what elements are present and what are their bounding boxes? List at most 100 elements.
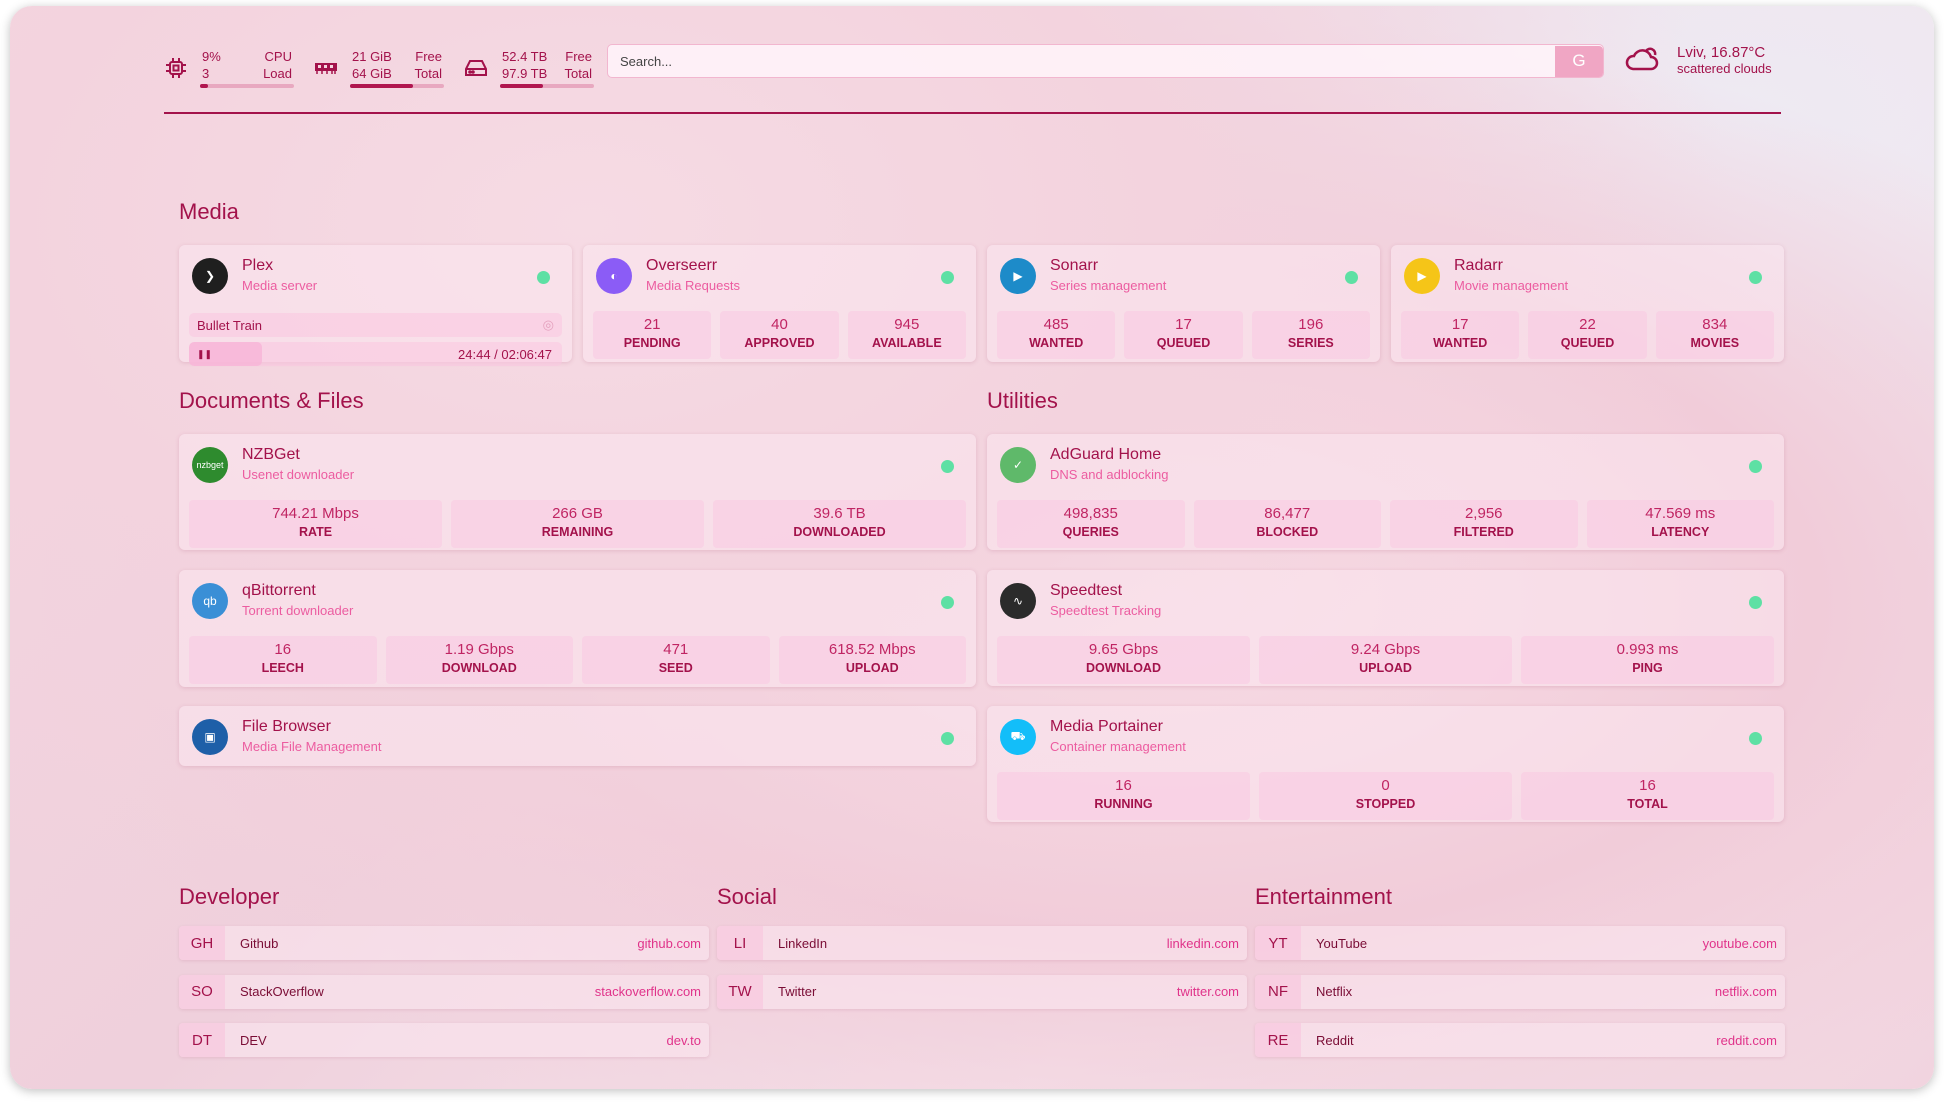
- memory-bar: [350, 84, 444, 88]
- bookmark-name: LinkedIn: [778, 935, 828, 951]
- stat-tile: 17 QUEUED: [1124, 311, 1243, 359]
- stat-tile: 17 WANTED: [1401, 311, 1520, 359]
- section-utilities: Utilities: [987, 388, 1058, 413]
- bookmark-name: DEV: [240, 1032, 267, 1048]
- service-name[interactable]: Media Portainer: [1050, 718, 1163, 735]
- service-card[interactable]: ∿ Speedtest Speedtest Tracking 9.65 Gbps DOW…: [987, 570, 1784, 686]
- service-logo-icon: qb: [192, 583, 228, 619]
- service-name[interactable]: qBittorrent: [242, 582, 316, 599]
- service-name[interactable]: AdGuard Home: [1050, 446, 1162, 463]
- bookmark-abbr: SO: [179, 974, 225, 1009]
- service-name[interactable]: Sonarr: [1050, 257, 1099, 274]
- bookmark-abbr: LI: [717, 926, 763, 960]
- stat-label: LEECH: [261, 661, 304, 675]
- bar-fill: [500, 84, 544, 88]
- bookmark-link[interactable]: TW Twitter twitter.com: [717, 974, 1247, 1009]
- service-card[interactable]: ▣ File Browser Media File Management: [179, 706, 976, 766]
- stats-row: 16 RUNNING 0 STOPPED 16 TOTAL: [997, 772, 1774, 820]
- memory-icon: [314, 56, 338, 80]
- card-header: ◐ Overseerr Media Requests: [593, 255, 966, 307]
- section-documents-files: Documents & Files: [179, 388, 364, 413]
- total-label: Total: [414, 66, 442, 81]
- service-card[interactable]: ✓ AdGuard Home DNS and adblocking 498,835 QU…: [987, 434, 1784, 550]
- stats-row: 17 WANTED 22 QUEUED 834 MOVIES: [1401, 311, 1774, 359]
- bookmark-group-title: Social: [717, 884, 777, 909]
- bookmark-link[interactable]: GH Github github.com: [179, 926, 709, 960]
- stat-label: RUNNING: [1094, 797, 1153, 811]
- weather-widget: Lviv, 16.87°C scattered clouds: [1625, 44, 1772, 76]
- stat-value: 0.993 ms: [1616, 641, 1679, 658]
- card-title: NZBGet Usenet downloader: [242, 444, 354, 482]
- stat-tile: 16 TOTAL: [1521, 772, 1774, 820]
- bookmark-link[interactable]: LI LinkedIn linkedin.com: [717, 926, 1247, 960]
- bookmark-abbr: TW: [717, 974, 763, 1009]
- stat-label: RATE: [298, 525, 333, 539]
- service-card[interactable]: ◐ Overseerr Media Requests 21 PENDING 40 APPRO…: [583, 245, 976, 362]
- stat-value: 39.6 TB: [813, 505, 866, 522]
- service-description: Usenet downloader: [242, 467, 355, 482]
- stat-tile: 0 STOPPED: [1259, 772, 1512, 820]
- stat-label: SERIES: [1287, 336, 1334, 350]
- service-logo-icon: ▣: [192, 719, 228, 755]
- bookmark-link[interactable]: DT DEV dev.to: [179, 1023, 709, 1057]
- search-provider-button[interactable]: G: [1555, 45, 1603, 77]
- bookmark-link[interactable]: RE Reddit reddit.com: [1255, 1023, 1785, 1057]
- service-name[interactable]: Plex: [242, 257, 274, 274]
- bookmark-url: linkedin.com: [1166, 935, 1239, 951]
- stat-value: 17: [1175, 316, 1192, 333]
- service-name[interactable]: File Browser: [242, 718, 331, 735]
- card-header: ▣ File Browser Media File Management: [189, 716, 966, 768]
- service-card[interactable]: ❯ Plex Media server Bullet Train ◎ ❚❚ 24:44 / …: [179, 245, 572, 366]
- bookmark-name: StackOverflow: [240, 984, 324, 999]
- total-label: Total: [564, 66, 592, 81]
- stat-value: 86,477: [1264, 505, 1311, 522]
- service-name[interactable]: Radarr: [1454, 257, 1503, 274]
- status-dot: [941, 271, 954, 284]
- stat-tile: 266 GB REMAINING: [451, 500, 704, 548]
- service-description: DNS and adblocking: [1050, 467, 1169, 482]
- load-label: Load: [263, 66, 292, 81]
- stat-value: 9.65 Gbps: [1088, 641, 1159, 658]
- playback-time: 24:44 / 02:06:47: [458, 346, 552, 362]
- search-input[interactable]: [608, 53, 1555, 69]
- bookmark-link[interactable]: SO StackOverflow stackoverflow.com: [179, 974, 709, 1009]
- bookmark-link[interactable]: YT YouTube youtube.com: [1255, 926, 1785, 960]
- service-card[interactable]: ▶ Radarr Movie management 17 WANTED 22 QUEUED 8…: [1391, 245, 1784, 362]
- service-name[interactable]: Speedtest: [1050, 582, 1123, 599]
- stat-label: WANTED: [1433, 336, 1488, 350]
- bookmark-url: netflix.com: [1714, 984, 1777, 999]
- service-card[interactable]: ⛟ Media Portainer Container management 16 RU…: [987, 706, 1784, 822]
- stat-label: PENDING: [623, 336, 681, 350]
- stat-value: 9.24 Gbps: [1350, 641, 1421, 658]
- cpu-value: 9%: [202, 49, 221, 64]
- weather-location: Lviv, 16.87°C: [1677, 44, 1766, 61]
- cpu-bar: [200, 84, 294, 88]
- status-dot: [1749, 460, 1762, 473]
- service-card[interactable]: ▶ Sonarr Series management 485 WANTED 17 QUEUE…: [987, 245, 1380, 362]
- bar-fill: [350, 84, 413, 88]
- bookmark-name: Netflix: [1316, 984, 1353, 999]
- card-title: Sonarr Series management: [1050, 255, 1166, 293]
- stat-label: LATENCY: [1651, 525, 1710, 539]
- bookmark-name: YouTube: [1316, 935, 1368, 951]
- stat-tile: 618.52 Mbps UPLOAD: [778, 636, 966, 684]
- pause-icon[interactable]: ❚❚: [197, 348, 213, 359]
- service-name[interactable]: Overseerr: [646, 257, 718, 274]
- bar-fill: [200, 84, 209, 88]
- cpu-label: CPU: [264, 49, 292, 64]
- stats-row: 9.65 Gbps DOWNLOAD 9.24 Gbps UPLOAD 0.993 ms…: [997, 636, 1774, 684]
- service-card[interactable]: qb qBittorrent Torrent downloader 16 LEECH 1.…: [179, 570, 976, 687]
- service-name[interactable]: NZBGet: [242, 446, 300, 463]
- card-title: qBittorrent Torrent downloader: [242, 580, 353, 618]
- bookmark-name: Reddit: [1316, 1032, 1354, 1048]
- card-header: nzbget NZBGet Usenet downloader: [189, 444, 966, 496]
- card-header: ⛟ Media Portainer Container management: [997, 716, 1774, 768]
- service-card[interactable]: nzbget NZBGet Usenet downloader 744.21 Mbps…: [179, 434, 976, 550]
- card-title: Speedtest Speedtest Tracking: [1050, 580, 1161, 618]
- bookmark-link[interactable]: NF Netflix netflix.com: [1255, 974, 1785, 1009]
- card-title: AdGuard Home DNS and adblocking: [1050, 444, 1169, 482]
- service-logo-icon: ⛟: [1000, 719, 1036, 755]
- status-dot: [941, 596, 954, 609]
- stat-tile: 22 QUEUED: [1528, 311, 1647, 359]
- service-description: Media File Management: [242, 739, 382, 754]
